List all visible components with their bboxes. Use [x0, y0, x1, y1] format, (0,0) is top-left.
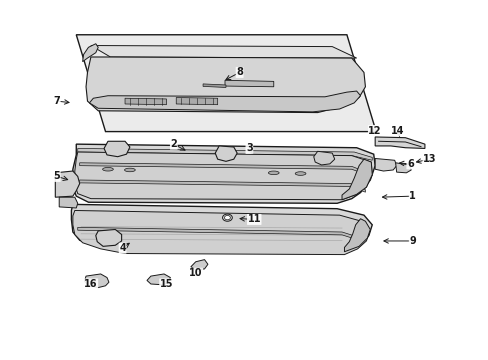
Polygon shape [80, 163, 366, 175]
Text: 7: 7 [53, 96, 60, 106]
Polygon shape [395, 163, 410, 173]
Polygon shape [224, 80, 273, 87]
Polygon shape [125, 98, 166, 105]
Text: 16: 16 [84, 279, 98, 289]
Text: 12: 12 [367, 126, 381, 135]
Polygon shape [215, 146, 237, 161]
Polygon shape [96, 229, 122, 246]
Polygon shape [190, 260, 207, 270]
Polygon shape [75, 152, 371, 200]
Ellipse shape [268, 171, 279, 175]
Polygon shape [344, 219, 369, 252]
Text: 8: 8 [236, 67, 243, 77]
Text: 13: 13 [422, 154, 436, 164]
Polygon shape [73, 144, 374, 203]
Text: 5: 5 [53, 171, 60, 181]
Text: 10: 10 [188, 268, 202, 278]
Polygon shape [78, 227, 358, 240]
Text: 4: 4 [119, 243, 126, 253]
Polygon shape [86, 57, 365, 113]
Text: 6: 6 [406, 159, 413, 169]
Polygon shape [374, 158, 396, 171]
Text: 11: 11 [247, 215, 261, 224]
Polygon shape [341, 159, 371, 200]
Text: 14: 14 [390, 126, 404, 135]
Polygon shape [78, 148, 371, 160]
Polygon shape [80, 180, 365, 192]
Polygon shape [104, 141, 130, 157]
Ellipse shape [124, 168, 135, 172]
Polygon shape [176, 98, 217, 105]
Text: 2: 2 [170, 139, 177, 149]
Polygon shape [313, 151, 334, 165]
Polygon shape [91, 45, 356, 58]
Text: 1: 1 [408, 191, 415, 201]
Polygon shape [89, 91, 360, 112]
Polygon shape [84, 274, 109, 288]
Ellipse shape [102, 167, 113, 171]
Polygon shape [374, 137, 424, 148]
Text: 9: 9 [408, 236, 415, 246]
Polygon shape [82, 44, 98, 62]
Polygon shape [71, 204, 371, 252]
Polygon shape [59, 197, 78, 208]
Text: 15: 15 [160, 279, 173, 289]
Polygon shape [73, 211, 369, 255]
Polygon shape [76, 35, 375, 132]
Circle shape [224, 216, 230, 220]
Polygon shape [55, 171, 80, 197]
Text: 3: 3 [245, 143, 252, 153]
Circle shape [222, 214, 232, 221]
Polygon shape [147, 274, 170, 285]
Ellipse shape [295, 172, 305, 175]
Polygon shape [203, 84, 225, 87]
